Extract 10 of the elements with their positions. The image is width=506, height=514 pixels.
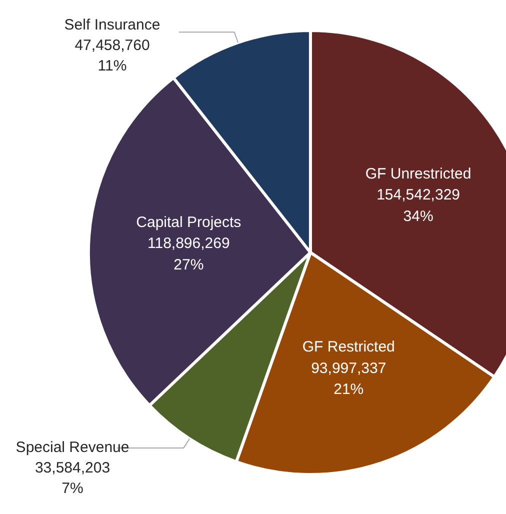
data-label: 93,997,337 21%: [311, 360, 386, 398]
data-label: 33,584,203 7%: [34, 460, 110, 497]
slice-label: Capital Projects: [136, 214, 242, 231]
slice-label: Self Insurance: [64, 16, 160, 34]
slice-label: GF Restricted: [302, 338, 395, 356]
data-label: 47,458,760 11%: [74, 36, 150, 74]
data-label: 154,542,329 34%: [376, 186, 460, 225]
slice-label: Special Revenue: [16, 439, 130, 456]
data-label: 118,896,269 27%: [148, 235, 230, 274]
slice-label: GF Unrestricted: [365, 165, 472, 182]
